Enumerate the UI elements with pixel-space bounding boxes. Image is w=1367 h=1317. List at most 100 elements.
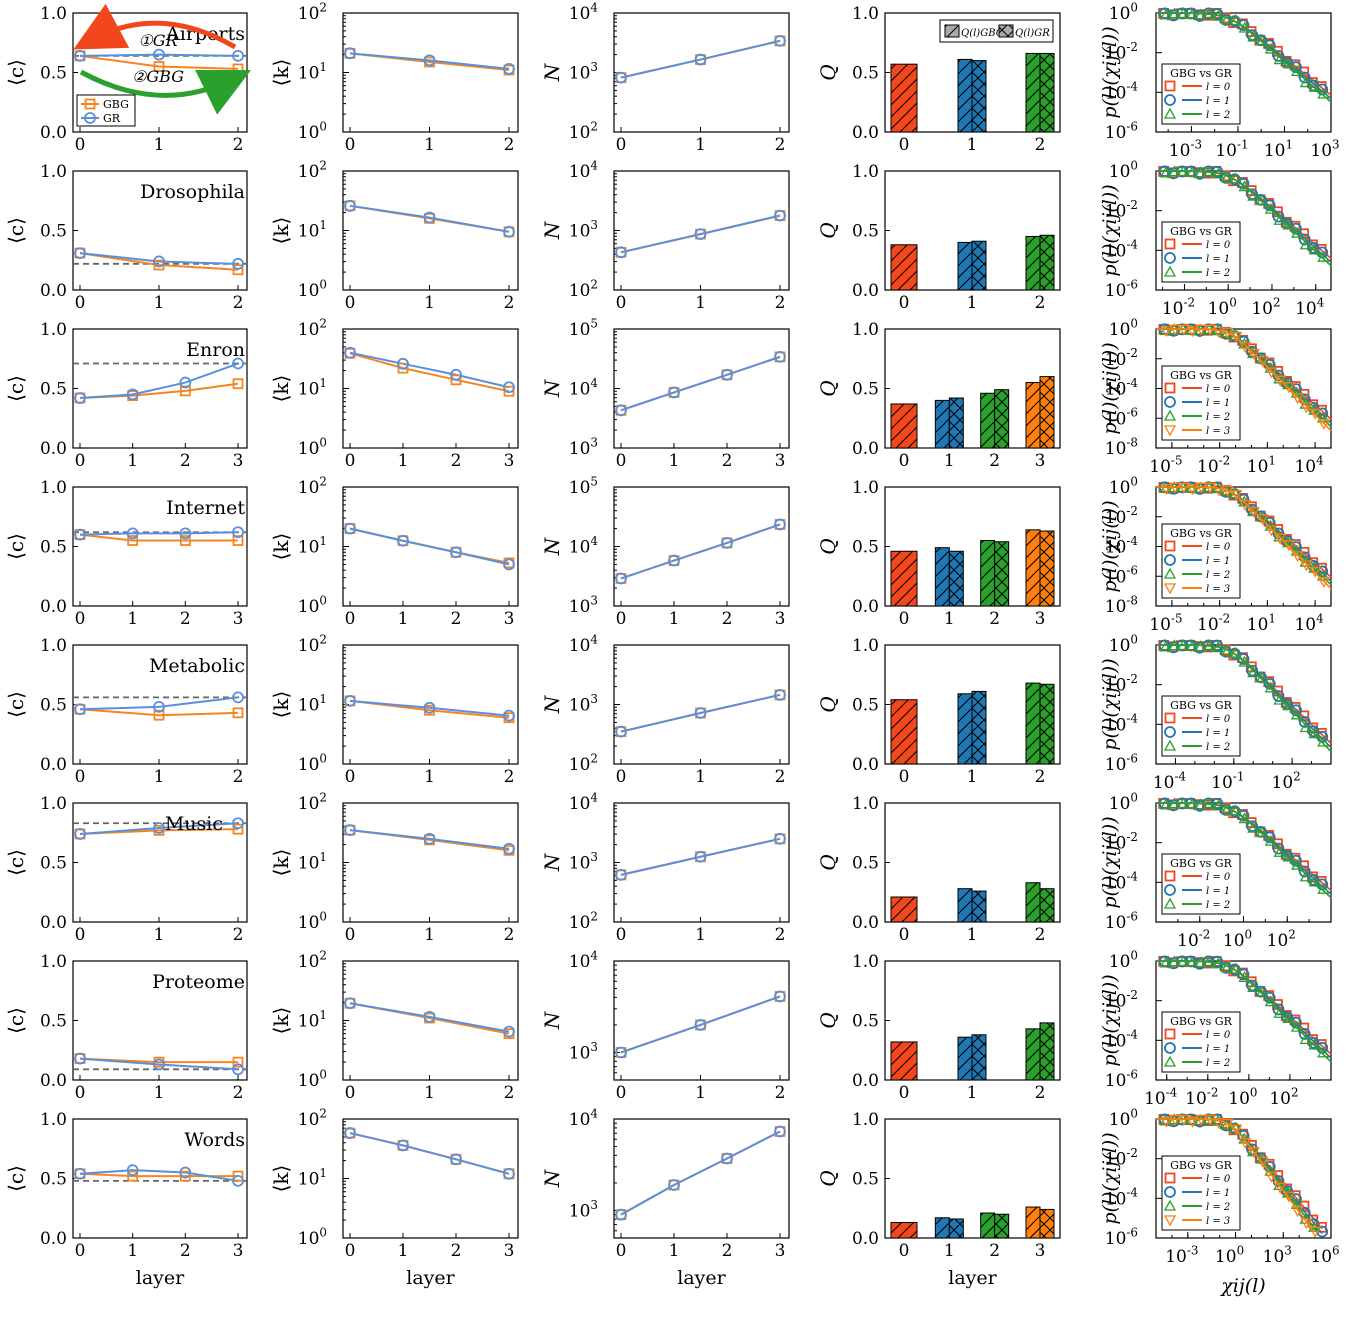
weight-legend: GBG vs GR l = 0 l = 1 l = 2 l = 3 (1161, 1155, 1241, 1231)
gr-point (774, 350, 786, 363)
panel-modularity-proteome: 0.0 0.5 1.0 0 1 2 Q (816, 952, 1061, 1103)
gr-point (74, 392, 86, 404)
gbg-point-layer-3 (1177, 324, 1190, 336)
y-axis-label: Q (816, 1012, 840, 1028)
x-tick-label: 1 (695, 135, 706, 155)
gr-point (74, 528, 86, 541)
legend-title: GBG vs GR (1170, 1159, 1233, 1172)
weight-legend: GBG vs GR l = 0 l = 1 l = 2 (1161, 695, 1241, 757)
legend-title: GBG vs GR (1170, 67, 1233, 80)
x-tick-label: 1 (424, 925, 435, 945)
row-airports: 0.00.51.00 1 2⟨c⟩Airports①GR②GBGGBGGR10010… (4, 0, 1340, 161)
y-axis-label: N (540, 852, 564, 872)
y-tick-label: 0.5 (40, 538, 67, 558)
gbg-point-layer-2 (1221, 13, 1234, 25)
legend-label: l = 2 (1206, 1058, 1230, 1069)
x-tick-label: 2 (722, 609, 733, 629)
y-tick-label: 10-4 (1105, 80, 1138, 104)
gr-point (774, 518, 786, 531)
gbg-point-layer-2 (1264, 995, 1277, 1007)
panel-degree-drosophila: 100 101 102 0 1 2 ⟨k⟩ (269, 158, 519, 313)
x-tick-label: 0 (345, 609, 356, 629)
gbg-point-layer-3 (1177, 1114, 1190, 1126)
y-tick-label: 100 (1109, 158, 1138, 182)
legend-label: l = 3 (1206, 584, 1230, 595)
panel-modularity-airports: 0.0 0.5 1.0 0 1 2 Q Q(l)GBG Q(l)GR (816, 4, 1061, 155)
y-tick-label: 103 (569, 1040, 598, 1064)
y-axis-label: ⟨k⟩ (269, 1165, 293, 1193)
y-tick-label: 0.5 (852, 380, 879, 400)
x-tick-label: 2 (504, 925, 515, 945)
gr-point (774, 832, 786, 845)
legend-marker (1164, 540, 1176, 552)
x-tick-label: 2 (180, 609, 191, 629)
y-axis-label: Q (816, 1170, 840, 1186)
panel-clustering-proteome: 0.0 0.5 1.0 0 1 2 ⟨c⟩ Proteome (4, 952, 248, 1103)
gbg-point-layer-2 (1308, 875, 1321, 887)
gbg-point-layer-2 (1290, 858, 1304, 870)
gbg-point-layer-2 (1203, 165, 1216, 177)
gr-point (153, 48, 165, 61)
gr-flow-label: ①GR (138, 31, 177, 50)
x-tick-label: 0 (616, 293, 627, 313)
x-tick-label: 2 (233, 925, 244, 945)
gbg-point-layer-1 (1272, 842, 1285, 855)
legend-gr-label: GR (103, 112, 121, 125)
x-tick-label: 0 (899, 135, 910, 155)
y-tick-label: 0.0 (40, 1229, 67, 1249)
y-tick-label: 1.0 (40, 162, 67, 182)
x-tick-label: 3 (1035, 1241, 1046, 1261)
gbg-point-layer-2 (1194, 956, 1207, 968)
legend-label: l = 0 (1206, 714, 1231, 725)
gbg-point-layer-3 (1160, 326, 1173, 338)
bar-gbg-hatch (891, 244, 917, 290)
degree-frame (342, 12, 519, 133)
y-tick-label: 10-6 (1105, 277, 1138, 301)
legend-label: l = 2 (1206, 900, 1230, 911)
gr-point (615, 246, 627, 259)
x-tick-label: 2 (233, 293, 244, 313)
x-tick-label: 1 (424, 767, 435, 787)
gr-point (503, 381, 515, 394)
network-name: Drosophila (140, 181, 245, 203)
weight-legend: GBG vs GR l = 0 l = 1 l = 2 (1161, 63, 1241, 125)
legend-marker (1164, 396, 1176, 408)
gbg-point-layer-3 (1221, 327, 1234, 339)
bar-gr-hatch (949, 551, 964, 606)
gr-point (344, 1127, 356, 1139)
legend-label: l = 0 (1206, 240, 1231, 251)
y-tick-label: 100 (1109, 316, 1138, 340)
y-tick-label: 105 (569, 316, 598, 340)
x-tick-label: 2 (504, 293, 515, 313)
gbg-point-layer-2 (1247, 666, 1260, 678)
nodes-frame (613, 644, 790, 765)
panel-degree-proteome: 100 101 102 0 1 2 ⟨k⟩ (269, 948, 519, 1103)
y-tick-label: 0.5 (852, 1170, 879, 1190)
legend-title: GBG vs GR (1170, 857, 1233, 870)
legend-label: l = 1 (1206, 398, 1230, 409)
gr-point (615, 71, 627, 84)
gbg-point-layer-3 (1291, 551, 1304, 563)
legend-marker (1164, 870, 1176, 882)
x-tick-label: 104 (1294, 611, 1323, 635)
y-axis-label: ⟨k⟩ (269, 217, 293, 245)
bar-gbg-hatch (1026, 53, 1040, 132)
gbg-point-layer-2 (1273, 1179, 1286, 1191)
gr-point (668, 554, 680, 567)
gbg-point (127, 1170, 139, 1182)
gbg-point-layer-2 (1186, 8, 1199, 20)
gbg-point-layer-2 (1282, 57, 1295, 69)
panel-nodes-proteome: 103 104 0 1 2 N (540, 948, 790, 1103)
y-tick-label: 102 (569, 909, 598, 933)
gbg-point-layer-2 (1229, 804, 1242, 816)
x-tick-label: 2 (233, 1083, 244, 1103)
gbg-point-layer-2 (1185, 640, 1199, 651)
bar-gr-hatch (949, 1218, 964, 1238)
gbg-point-layer-1 (1246, 979, 1259, 992)
legend-marker (1163, 739, 1177, 751)
gbg-line (79, 533, 238, 542)
legend-marker (1164, 1042, 1176, 1054)
gr-point (450, 1153, 462, 1166)
y-tick-label: 100 (298, 1067, 327, 1091)
y-tick-label: 0.0 (40, 597, 67, 617)
